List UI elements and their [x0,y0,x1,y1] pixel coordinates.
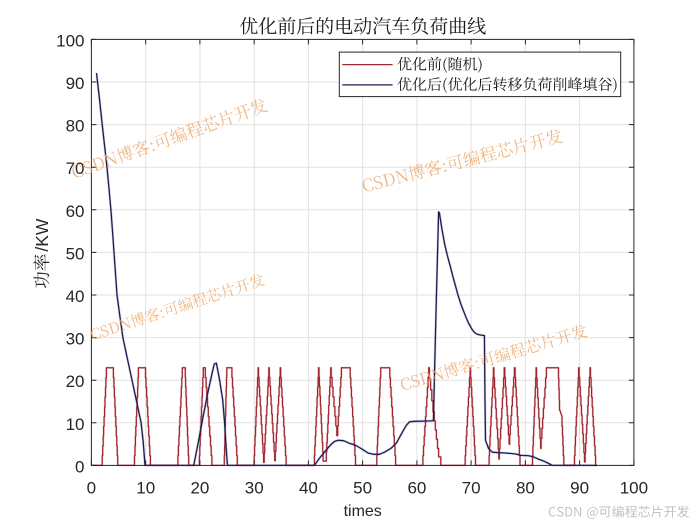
svg-text:80: 80 [66,117,85,136]
svg-text:10: 10 [136,479,155,498]
svg-text:0: 0 [87,479,96,498]
svg-text:/KW: /KW [32,218,52,252]
svg-text:40: 40 [66,287,85,306]
svg-text:90: 90 [570,479,589,498]
svg-text:60: 60 [407,479,426,498]
svg-text:30: 30 [66,330,85,349]
svg-text:40: 40 [299,479,318,498]
svg-text:0: 0 [75,457,84,476]
svg-text:50: 50 [353,479,372,498]
svg-text:60: 60 [66,202,85,221]
svg-text:times: times [344,503,382,520]
svg-text:20: 20 [66,372,85,391]
svg-text:70: 70 [66,159,85,178]
svg-text:10: 10 [66,415,85,434]
svg-text:100: 100 [56,31,84,50]
svg-text:70: 70 [462,479,481,498]
svg-text:80: 80 [516,479,535,498]
svg-text:100: 100 [620,479,648,498]
svg-text:50: 50 [66,244,85,263]
svg-text:20: 20 [190,479,209,498]
svg-text:30: 30 [245,479,264,498]
svg-text:90: 90 [66,74,85,93]
